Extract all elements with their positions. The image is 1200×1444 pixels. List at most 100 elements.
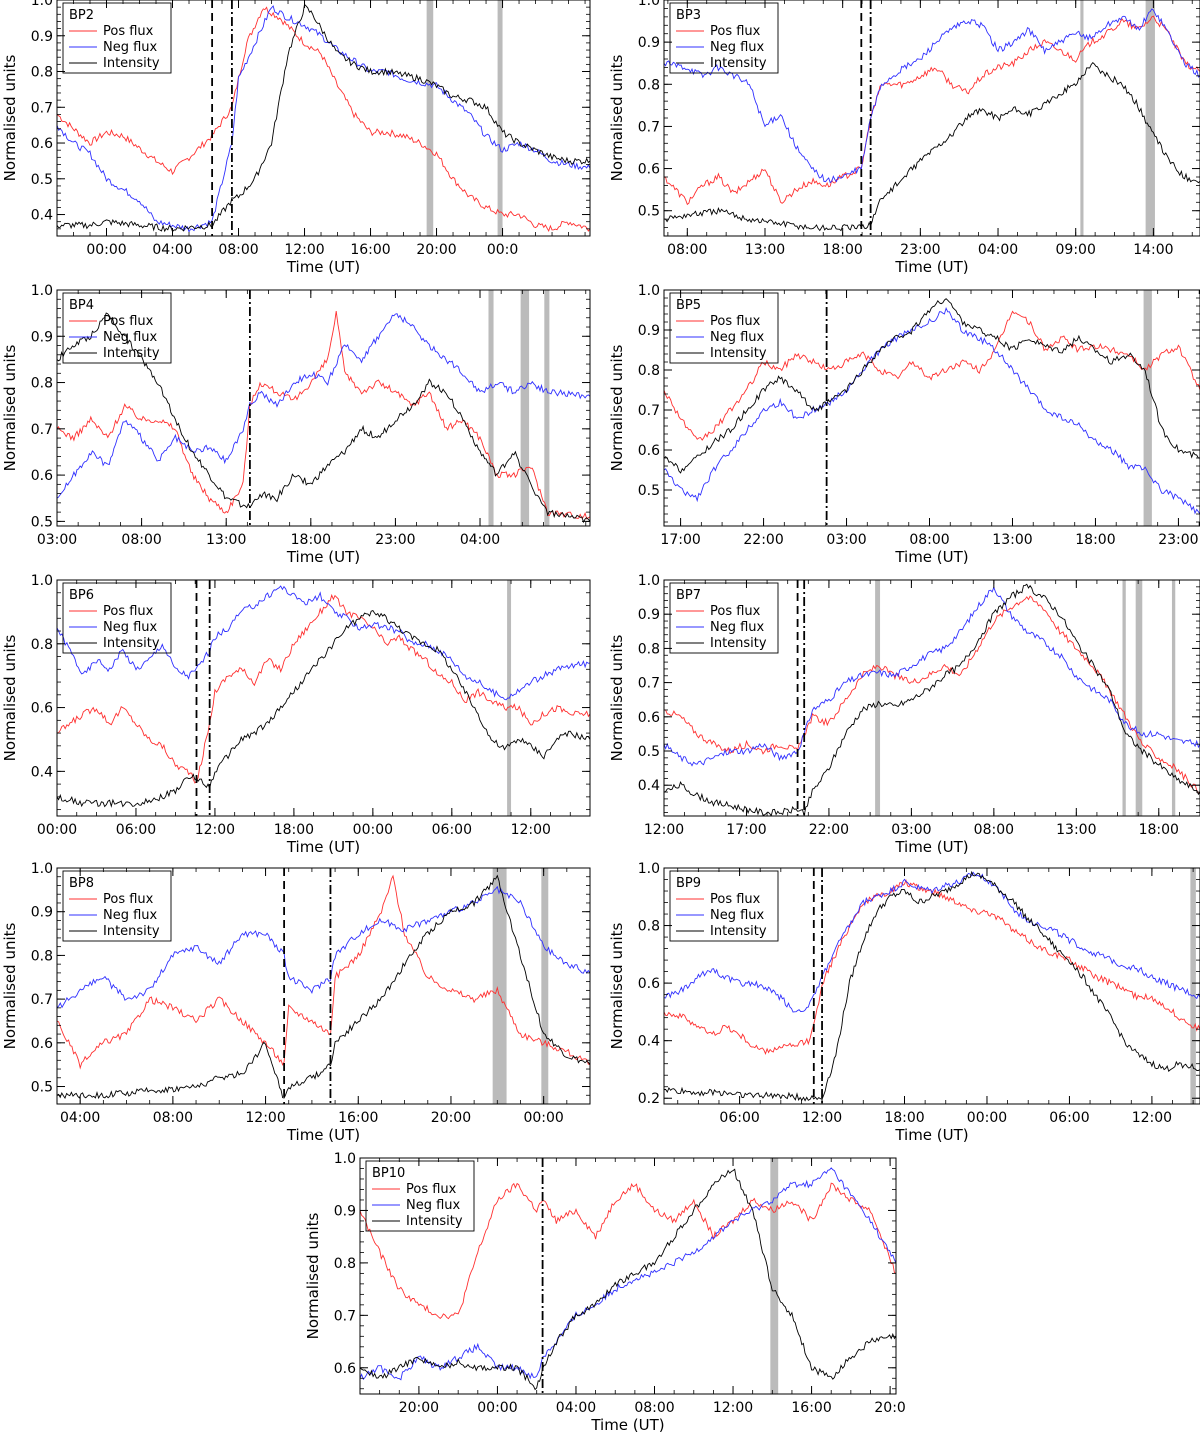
legend-label: Intensity xyxy=(406,1214,463,1229)
panel-bp9: 06:00 12:00 18:00 00:00 06:00 12:00 0.2 0.4 0.6 0… xyxy=(608,861,1200,1144)
y-tick-label: 1.0 xyxy=(638,861,660,877)
y-tick-label: 0.9 xyxy=(638,323,660,339)
y-axis-label: Normalised units xyxy=(608,54,626,181)
panel-title: BP7 xyxy=(676,588,701,603)
legend-label: Intensity xyxy=(710,56,767,71)
y-tick-label: 0.9 xyxy=(31,905,53,921)
x-tick-label: 20:00 xyxy=(431,1110,471,1126)
x-tick-label: 22:00 xyxy=(809,822,849,838)
series-line-neg-flux xyxy=(57,5,590,233)
y-tick-label: 0.6 xyxy=(31,468,53,484)
y-tick-label: 0.5 xyxy=(638,204,660,220)
x-axis-label: Time (UT) xyxy=(590,1416,664,1434)
legend-label: Pos flux xyxy=(103,314,154,329)
x-tick-label: 12:00 xyxy=(1132,1110,1172,1126)
x-tick-label: 17:00 xyxy=(726,822,766,838)
x-tick-label: 04:00 xyxy=(978,242,1018,258)
y-tick-label: 0.9 xyxy=(638,607,660,623)
x-tick-label: 22:00 xyxy=(743,532,783,548)
series-line-pos-flux xyxy=(57,593,590,784)
legend-box xyxy=(365,1160,475,1232)
series-line-neg-flux xyxy=(664,8,1200,184)
y-tick-label: 0.9 xyxy=(638,35,660,51)
legend-label: Intensity xyxy=(103,636,160,651)
shaded-band xyxy=(520,290,530,526)
panel-title: BP8 xyxy=(69,876,94,891)
legend-label: Intensity xyxy=(103,56,160,71)
panel-title: BP9 xyxy=(676,876,701,891)
y-tick-label: 0.8 xyxy=(31,637,53,653)
legend-box xyxy=(62,2,172,74)
x-axis-label: Time (UT) xyxy=(894,838,968,856)
x-tick-label: 04:00 xyxy=(556,1400,596,1416)
y-axis-label: Normalised units xyxy=(304,1212,322,1339)
legend-label: Pos flux xyxy=(710,604,761,619)
x-tick-label: 12:00 xyxy=(644,822,684,838)
panel-title: BP3 xyxy=(676,8,701,23)
y-tick-label: 1.0 xyxy=(31,861,53,877)
legend-box xyxy=(62,870,172,942)
legend-label: Neg flux xyxy=(103,330,158,345)
y-tick-label: 1.0 xyxy=(334,1151,356,1167)
series-line-intensity xyxy=(664,298,1200,474)
series-line-neg-flux xyxy=(664,585,1200,767)
series-line-intensity xyxy=(57,3,590,233)
plot-frame xyxy=(56,0,591,237)
panel-bp2: 00:00 04:00 08:00 12:00 16:00 20:00 00:0 0.4 0.5… xyxy=(1,0,591,276)
x-tick-label: 12:00 xyxy=(245,1110,285,1126)
x-tick-label: 13:00 xyxy=(206,532,246,548)
y-tick-label: 0.7 xyxy=(334,1308,356,1324)
series-line-neg-flux xyxy=(664,307,1200,515)
panel-bp7: 12:00 17:00 22:00 03:00 08:00 13:00 18:00 0.4 0.… xyxy=(608,573,1200,856)
y-tick-label: 0.7 xyxy=(638,676,660,692)
y-tick-label: 0.6 xyxy=(334,1361,356,1377)
x-tick-label: 08:00 xyxy=(667,242,707,258)
y-tick-label: 0.9 xyxy=(334,1203,356,1219)
y-tick-label: 0.6 xyxy=(31,136,53,152)
x-tick-label: 20:00 xyxy=(399,1400,439,1416)
series-line-pos-flux xyxy=(57,6,590,232)
legend-label: Pos flux xyxy=(710,24,761,39)
legend-label: Neg flux xyxy=(710,40,765,55)
shaded-band xyxy=(1143,290,1152,526)
plot-frame xyxy=(359,1157,897,1395)
legend-label: Neg flux xyxy=(103,40,158,55)
series-line-pos-flux xyxy=(664,879,1200,1055)
x-tick-label: 08:00 xyxy=(121,532,161,548)
shaded-band xyxy=(544,290,550,526)
x-tick-label: 08:00 xyxy=(153,1110,193,1126)
y-axis-label: Normalised units xyxy=(1,634,19,761)
x-tick-label: 13:00 xyxy=(992,532,1032,548)
series-line-neg-flux xyxy=(57,313,590,499)
y-tick-label: 0.7 xyxy=(638,119,660,135)
x-tick-label: 03:00 xyxy=(891,822,931,838)
y-tick-label: 0.5 xyxy=(31,172,53,188)
x-tick-label: 12:00 xyxy=(195,822,235,838)
x-tick-label: 18:00 xyxy=(274,822,314,838)
panel-bp8: 04:00 08:00 12:00 16:00 20:00 00:00 0.5 0.6 0.7 0… xyxy=(1,861,591,1144)
y-tick-label: 0.6 xyxy=(638,162,660,178)
y-axis-label: Normalised units xyxy=(1,922,19,1049)
x-tick-label: 06:00 xyxy=(1049,1110,1089,1126)
panel-title: BP2 xyxy=(69,8,94,23)
x-tick-label: 12:00 xyxy=(284,242,324,258)
x-tick-label: 06:00 xyxy=(432,822,472,838)
shaded-band xyxy=(1190,868,1196,1104)
y-tick-label: 0.7 xyxy=(31,422,53,438)
x-tick-label: 17:00 xyxy=(660,532,700,548)
shaded-band xyxy=(875,580,881,816)
y-tick-label: 1.0 xyxy=(638,283,660,299)
y-tick-label: 0.4 xyxy=(638,778,660,794)
shaded-band xyxy=(1171,580,1176,816)
y-tick-label: 0.4 xyxy=(31,208,53,224)
plot-frame xyxy=(56,867,591,1105)
x-tick-label: 20:00 xyxy=(416,242,456,258)
x-axis-label: Time (UT) xyxy=(286,838,360,856)
x-tick-label: 08:00 xyxy=(634,1400,674,1416)
y-tick-label: 0.8 xyxy=(31,376,53,392)
y-tick-label: 0.8 xyxy=(31,65,53,81)
plot-frame xyxy=(56,289,591,527)
y-tick-label: 0.8 xyxy=(638,641,660,657)
y-tick-label: 0.2 xyxy=(638,1091,660,1107)
y-tick-label: 0.6 xyxy=(31,1036,53,1052)
